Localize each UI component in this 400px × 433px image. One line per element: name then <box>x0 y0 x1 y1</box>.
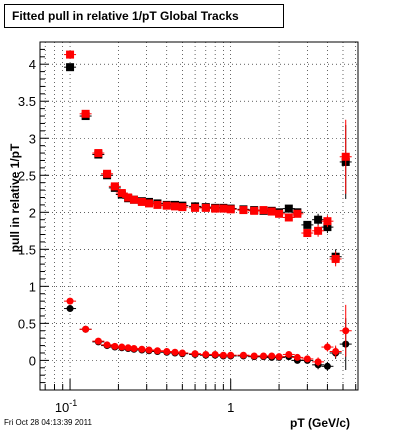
data-point <box>285 350 293 358</box>
y-tick-label: 2 <box>29 205 36 220</box>
data-point <box>171 348 179 356</box>
data-point <box>293 209 302 218</box>
data-point <box>332 347 340 355</box>
x-axis-title: pT (GeV/c) <box>290 416 350 430</box>
data-point <box>267 207 276 216</box>
data-point <box>153 347 161 355</box>
data-point <box>227 351 235 359</box>
data-point <box>250 206 259 215</box>
data-point <box>66 297 74 305</box>
data-point <box>145 346 153 354</box>
data-point <box>341 152 350 161</box>
data-point <box>110 182 119 191</box>
data-point <box>211 350 219 358</box>
data-point <box>124 344 132 352</box>
data-point <box>314 226 323 235</box>
data-point <box>342 327 350 335</box>
data-point <box>303 229 312 238</box>
data-point <box>66 50 75 59</box>
data-point <box>239 351 247 359</box>
y-tick-label: 2.5 <box>18 168 36 183</box>
data-point <box>323 343 331 351</box>
data-point <box>163 347 171 355</box>
y-tick-label: 1.5 <box>18 242 36 257</box>
data-point <box>303 220 312 229</box>
frame <box>39 41 359 391</box>
data-point <box>117 189 126 198</box>
y-tick-label: 3.5 <box>18 94 36 109</box>
timestamp: Fri Oct 28 04:13:39 2011 <box>4 418 92 427</box>
data-point <box>284 204 293 213</box>
data-point <box>259 352 267 360</box>
data-point <box>94 149 103 158</box>
data-point <box>94 337 102 345</box>
data-point <box>124 193 133 202</box>
y-tick-label: 3 <box>29 131 36 146</box>
data-point <box>178 349 186 357</box>
data-point <box>202 350 210 358</box>
tick-labels: 0 0.5 1 1.5 2 2.5 3 3.5 4 10-1 1 <box>18 57 234 415</box>
data-point <box>314 215 323 224</box>
data-point <box>219 351 227 359</box>
data-point <box>259 206 268 215</box>
data-point <box>138 345 146 353</box>
chart-title: Fitted pull in relative 1/pT Global Trac… <box>12 9 239 23</box>
y-tick-label: 0 <box>29 353 36 368</box>
data-point <box>250 352 258 360</box>
data-point <box>103 169 112 178</box>
data-point <box>137 197 146 206</box>
y-axis-title: pull in relative 1/pT <box>8 143 22 252</box>
data-point <box>239 206 248 215</box>
grid <box>40 42 358 390</box>
data-point <box>111 342 119 350</box>
title-box: Fitted pull in relative 1/pT Global Trac… <box>4 4 284 28</box>
data-point <box>323 362 331 370</box>
data-point <box>284 213 293 222</box>
data-point <box>226 205 235 214</box>
data-point <box>275 209 284 218</box>
data-point <box>303 355 311 363</box>
y-tick-label: 0.5 <box>18 316 36 331</box>
data-point <box>323 217 332 226</box>
data-point <box>118 343 126 351</box>
data-point <box>82 325 90 333</box>
data-point <box>314 358 322 366</box>
data-marks <box>64 50 352 371</box>
data-point <box>191 203 200 212</box>
data-point <box>81 109 90 118</box>
data-point <box>211 204 220 213</box>
data-point <box>66 305 74 313</box>
axis-ticks <box>40 48 357 391</box>
data-point <box>331 254 340 263</box>
data-point <box>268 352 276 360</box>
data-point <box>170 202 179 211</box>
data-point <box>219 204 228 213</box>
x-tick-label: 10-1 <box>55 398 77 415</box>
data-point <box>130 345 138 353</box>
data-point <box>66 63 75 72</box>
y-tick-label: 1 <box>29 279 36 294</box>
data-point <box>191 350 199 358</box>
data-point <box>103 341 111 349</box>
data-point <box>129 195 138 204</box>
data-point <box>275 353 283 361</box>
data-point <box>144 199 153 208</box>
data-point <box>293 353 301 361</box>
data-point <box>201 203 210 212</box>
data-point <box>153 200 162 209</box>
data-point <box>178 203 187 212</box>
y-tick-label: 4 <box>29 57 36 72</box>
x-tick-label: 1 <box>227 400 234 415</box>
data-point <box>162 201 171 210</box>
